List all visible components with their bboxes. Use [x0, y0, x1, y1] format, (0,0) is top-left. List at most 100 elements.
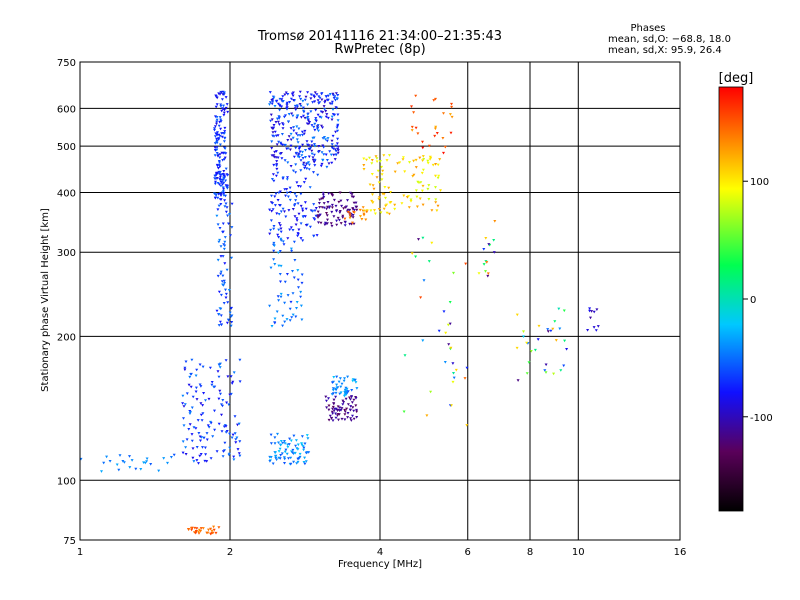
- data-point: [214, 180, 217, 184]
- data-point: [290, 316, 294, 319]
- data-point: [315, 234, 319, 237]
- data-point: [217, 290, 221, 294]
- data-point: [157, 469, 161, 473]
- data-point: [172, 453, 176, 457]
- data-point: [307, 119, 310, 123]
- data-point: [292, 126, 296, 129]
- data-point: [181, 440, 185, 443]
- data-point: [300, 435, 304, 438]
- data-point: [228, 311, 232, 315]
- data-point: [278, 104, 282, 108]
- data-point: [321, 137, 325, 140]
- data-point: [334, 144, 338, 148]
- data-point: [562, 309, 566, 313]
- data-point: [375, 176, 379, 179]
- data-point: [198, 454, 202, 458]
- data-point: [327, 408, 331, 412]
- data-point: [299, 97, 303, 101]
- data-point: [223, 281, 227, 285]
- data-point: [484, 237, 488, 240]
- data-point: [349, 417, 353, 420]
- data-point: [275, 212, 279, 215]
- data-point: [194, 386, 198, 390]
- data-point: [339, 408, 343, 412]
- x-axis-label: Frequency [MHz]: [338, 559, 422, 570]
- data-point: [185, 392, 189, 395]
- data-point: [222, 140, 226, 143]
- data-point: [294, 223, 298, 227]
- data-point: [304, 95, 308, 99]
- data-point: [221, 90, 225, 94]
- data-point: [422, 158, 426, 161]
- data-point: [325, 95, 328, 98]
- data-point: [327, 404, 331, 408]
- data-point: [281, 240, 285, 243]
- data-point: [482, 248, 486, 251]
- data-point: [410, 129, 414, 132]
- data-point: [351, 379, 355, 383]
- data-point: [270, 118, 274, 121]
- data-point: [274, 121, 278, 124]
- data-point: [276, 432, 279, 436]
- data-point: [302, 461, 306, 464]
- data-point: [388, 154, 391, 157]
- data-point: [230, 436, 234, 440]
- data-point: [272, 241, 276, 245]
- data-point: [549, 329, 553, 333]
- data-point: [215, 309, 219, 313]
- data-point: [303, 201, 307, 204]
- data-point: [222, 192, 226, 195]
- data-point: [289, 97, 293, 101]
- data-point: [275, 310, 279, 314]
- data-point: [384, 196, 387, 200]
- data-point: [421, 236, 425, 240]
- data-point: [275, 160, 279, 163]
- data-point: [270, 140, 274, 143]
- data-point: [226, 214, 230, 218]
- data-point: [276, 171, 280, 175]
- data-point: [281, 127, 285, 130]
- data-point: [313, 122, 317, 126]
- data-point: [354, 404, 358, 407]
- data-point: [273, 436, 277, 439]
- data-point: [277, 456, 281, 460]
- data-point: [295, 116, 299, 120]
- data-point: [321, 126, 324, 129]
- data-point: [372, 187, 376, 191]
- y-tick-label: 500: [57, 142, 76, 153]
- data-point: [279, 292, 283, 296]
- data-point: [325, 399, 328, 403]
- data-point: [515, 313, 519, 317]
- data-point: [331, 113, 335, 116]
- data-point: [349, 405, 353, 408]
- data-point: [191, 447, 195, 450]
- data-point: [270, 325, 274, 328]
- data-point: [218, 93, 222, 96]
- data-point: [487, 243, 491, 246]
- data-point: [293, 104, 297, 108]
- data-point: [346, 416, 350, 419]
- data-point: [169, 456, 173, 459]
- data-point: [296, 278, 300, 282]
- data-point: [295, 307, 298, 310]
- data-point: [307, 163, 311, 167]
- data-point: [344, 397, 348, 401]
- data-point: [493, 220, 497, 223]
- data-point: [310, 140, 314, 144]
- data-point: [416, 132, 420, 135]
- data-point: [323, 108, 327, 111]
- data-point: [274, 456, 278, 460]
- data-point: [421, 339, 425, 342]
- data-point: [299, 192, 303, 196]
- data-point: [200, 419, 204, 422]
- data-point: [303, 215, 307, 218]
- data-point: [285, 101, 289, 105]
- data-point: [270, 147, 274, 150]
- data-point: [279, 141, 283, 145]
- data-point: [336, 216, 340, 220]
- data-point: [385, 203, 389, 207]
- data-point: [307, 161, 311, 164]
- data-point: [298, 90, 302, 94]
- data-point: [231, 433, 235, 437]
- data-point: [407, 195, 410, 198]
